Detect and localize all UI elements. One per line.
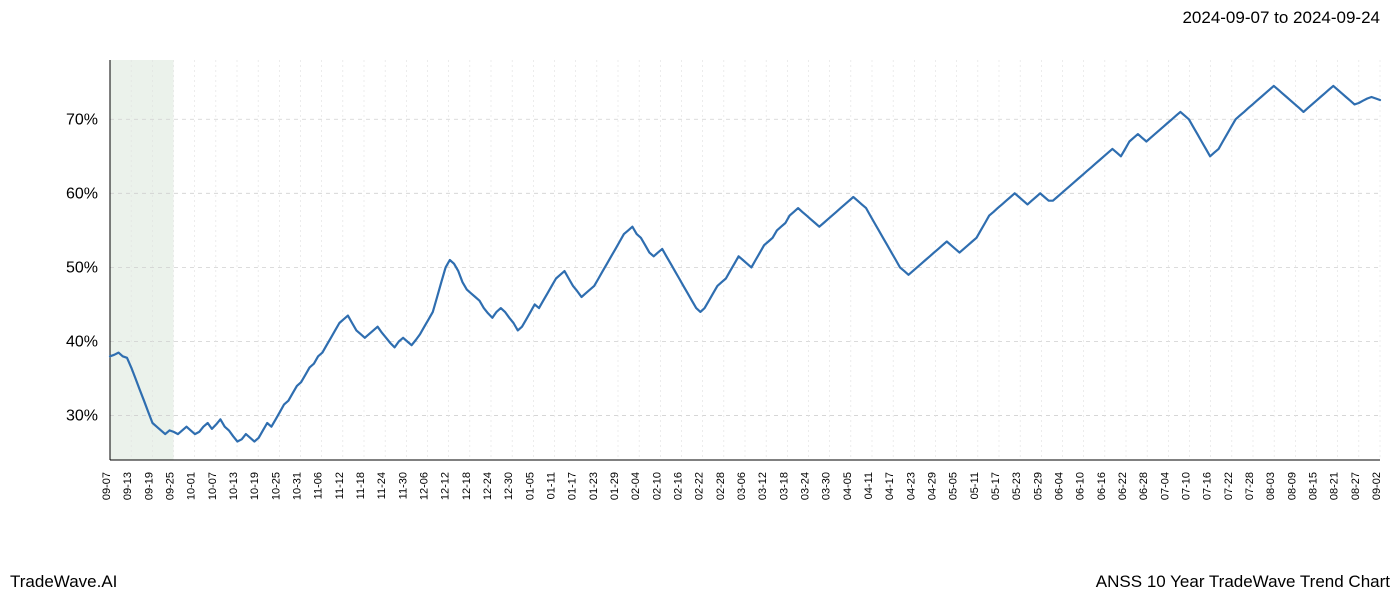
- x-tick-label: 11-24: [376, 472, 388, 499]
- x-tick-label: 05-17: [990, 472, 1002, 500]
- x-tick-label: 07-16: [1202, 472, 1214, 500]
- highlight-shade: [110, 60, 174, 460]
- x-tick-label: 06-28: [1138, 472, 1150, 500]
- y-tick-label: 60%: [66, 185, 98, 202]
- x-tick-label: 12-12: [440, 472, 452, 500]
- x-tick-label: 05-05: [948, 472, 960, 500]
- date-range-label: 2024-09-07 to 2024-09-24: [1182, 8, 1380, 28]
- y-tick-label: 40%: [66, 333, 98, 350]
- x-tick-label: 12-06: [419, 472, 431, 500]
- brand-label: TradeWave.AI: [10, 572, 117, 592]
- x-tick-label: 10-25: [270, 472, 282, 500]
- x-tick-label: 09-07: [101, 472, 113, 500]
- x-tick-label: 10-13: [228, 472, 240, 500]
- x-tick-label: 10-07: [207, 472, 219, 500]
- x-tick-label: 07-28: [1244, 472, 1256, 500]
- x-tick-label: 10-19: [249, 472, 261, 500]
- y-tick-label: 30%: [66, 408, 98, 425]
- x-tick-label: 04-11: [863, 472, 875, 499]
- x-tick-label: 01-05: [524, 472, 536, 500]
- x-tick-label: 06-10: [1075, 472, 1087, 500]
- x-tick-label: 08-03: [1265, 472, 1277, 500]
- x-tick-label: 08-27: [1350, 472, 1362, 500]
- y-tick-label: 70%: [66, 111, 98, 128]
- x-tick-label: 01-11: [546, 472, 558, 499]
- x-tick-label: 01-23: [588, 472, 600, 500]
- x-tick-label: 09-13: [122, 472, 134, 500]
- x-tick-label: 05-23: [1011, 472, 1023, 500]
- y-tick-label: 50%: [66, 259, 98, 276]
- x-tick-label: 10-01: [186, 472, 198, 500]
- x-tick-label: 12-30: [503, 472, 515, 500]
- x-tick-label: 08-21: [1329, 472, 1341, 500]
- x-tick-label: 01-29: [609, 472, 621, 500]
- x-tick-label: 04-23: [905, 472, 917, 500]
- x-tick-label: 06-04: [1054, 472, 1066, 500]
- x-tick-label: 10-31: [292, 472, 304, 500]
- x-tick-label: 04-29: [927, 472, 939, 500]
- x-tick-label: 08-09: [1286, 472, 1298, 500]
- x-tick-label: 02-28: [715, 472, 727, 500]
- x-tick-label: 02-22: [694, 472, 706, 500]
- x-tick-label: 02-16: [673, 472, 685, 500]
- x-tick-label: 06-16: [1096, 472, 1108, 500]
- x-tick-label: 09-02: [1371, 472, 1383, 500]
- x-tick-label: 03-06: [736, 472, 748, 500]
- x-tick-label: 04-05: [842, 472, 854, 500]
- x-tick-label: 04-17: [884, 472, 896, 500]
- x-tick-label: 09-19: [143, 472, 155, 500]
- trend-line: [110, 86, 1380, 442]
- x-tick-label: 12-18: [461, 472, 473, 500]
- x-tick-label: 03-12: [757, 472, 769, 500]
- trend-chart: 30% 40% 50% 60% 70% 09-07 09-13 09-19 09-25 10-01…: [0, 50, 1400, 540]
- x-tick-label: 02-10: [651, 472, 663, 500]
- x-tick-label: 01-17: [567, 472, 579, 500]
- x-tick-label: 07-22: [1223, 472, 1235, 500]
- x-tick-label: 11-30: [397, 472, 409, 499]
- x-tick-label: 02-04: [630, 472, 642, 500]
- x-tick-label: 07-10: [1181, 472, 1193, 500]
- x-tick-label: 09-25: [165, 472, 177, 500]
- x-tick-label: 03-24: [800, 472, 812, 500]
- x-tick-label: 06-22: [1117, 472, 1129, 500]
- x-tick-label: 03-30: [821, 472, 833, 500]
- x-tick-label: 11-18: [355, 472, 367, 499]
- x-tick-label: 12-24: [482, 472, 494, 500]
- x-tick-label: 07-04: [1159, 472, 1171, 500]
- x-tick-label: 05-29: [1032, 472, 1044, 500]
- x-tick-label: 08-15: [1308, 472, 1320, 500]
- x-tick-label: 11-12: [334, 472, 346, 499]
- chart-title: ANSS 10 Year TradeWave Trend Chart: [1096, 572, 1390, 592]
- x-tick-label: 03-18: [778, 472, 790, 500]
- x-tick-label: 11-06: [313, 472, 325, 499]
- x-tick-label: 05-11: [969, 472, 981, 499]
